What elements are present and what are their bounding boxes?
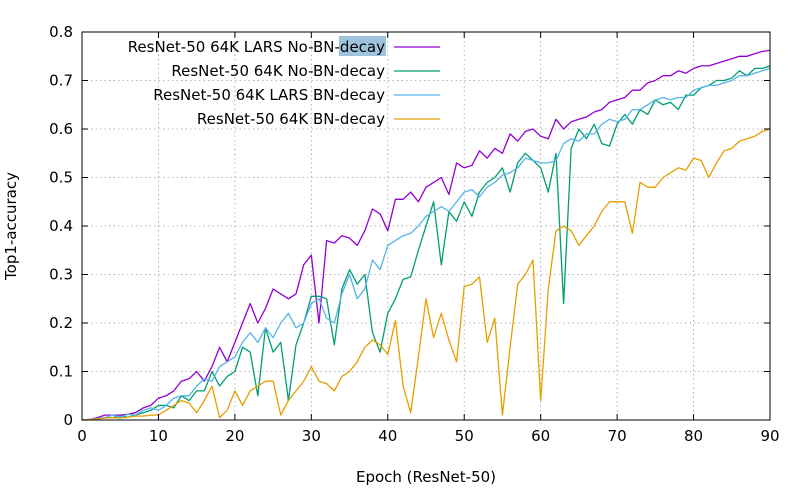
x-tick-label: 70 (608, 427, 627, 445)
x-tick-label: 90 (760, 427, 779, 445)
x-tick-label: 0 (77, 427, 87, 445)
x-tick-label: 60 (531, 427, 550, 445)
axis-ticks: 0 10 20 30 40 50 60 70 80 90 0 0.1 0.2 0.3 0.4 0.5 0.6 0.… (49, 23, 779, 445)
y-tick-label: 0.4 (49, 217, 73, 235)
y-tick-label: 0 (63, 411, 73, 429)
legend-label-3: ResNet-50 64K LARS BN-decay (153, 86, 385, 104)
legend-label-1: ResNet-50 64K LARS No-BN-decay (128, 38, 385, 56)
x-tick-label: 20 (225, 427, 244, 445)
x-tick-label: 80 (684, 427, 703, 445)
x-tick-label: 50 (455, 427, 474, 445)
y-tick-label: 0.1 (49, 363, 73, 381)
legend-label-4: ResNet-50 64K BN-decay (197, 110, 385, 128)
x-axis-title: Epoch (ResNet-50) (356, 468, 496, 486)
y-tick-label: 0.2 (49, 314, 73, 332)
y-tick-label: 0.5 (49, 169, 73, 187)
x-tick-label: 10 (149, 427, 168, 445)
y-tick-label: 0.7 (49, 72, 73, 90)
y-tick-label: 0.8 (49, 23, 73, 41)
series-line-3 (81, 67, 771, 421)
series-line-1 (81, 49, 771, 421)
x-tick-label: 30 (302, 427, 321, 445)
legend-text-selection (338, 36, 386, 56)
y-tick-label: 0.6 (49, 120, 73, 138)
y-axis-title: Top1-accuracy (2, 172, 20, 281)
legend-label-2: ResNet-50 64K No-BN-decay (171, 62, 385, 80)
series-layer (81, 49, 771, 421)
y-tick-label: 0.3 (49, 266, 73, 284)
x-tick-label: 40 (378, 427, 397, 445)
grid (82, 32, 770, 420)
series-line-4 (81, 128, 771, 421)
legend: ResNet-50 64K LARS No-BN-decay ResNet-50 … (128, 36, 440, 128)
